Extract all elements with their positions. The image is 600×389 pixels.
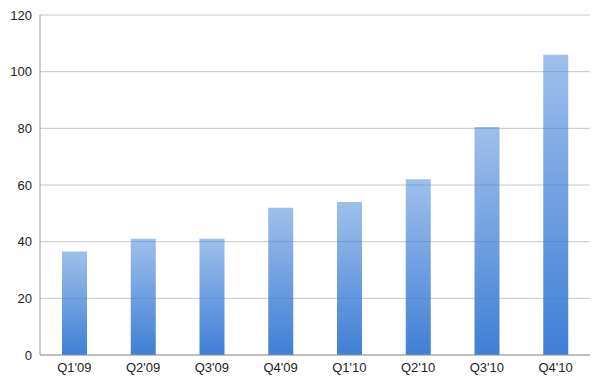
svg-text:Q4'09: Q4'09 (263, 360, 297, 375)
svg-text:80: 80 (18, 121, 32, 136)
svg-text:0: 0 (25, 348, 32, 363)
svg-text:60: 60 (18, 178, 32, 193)
svg-text:Q2'09: Q2'09 (126, 360, 160, 375)
svg-text:20: 20 (18, 291, 32, 306)
svg-text:Q3'09: Q3'09 (195, 360, 229, 375)
svg-text:Q3'10: Q3'10 (470, 360, 504, 375)
svg-text:40: 40 (18, 234, 32, 249)
svg-text:Q4'10: Q4'10 (538, 360, 572, 375)
svg-text:Q1'10: Q1'10 (332, 360, 366, 375)
svg-text:120: 120 (10, 8, 32, 23)
svg-text:Q2'10: Q2'10 (401, 360, 435, 375)
svg-text:Q1'09: Q1'09 (57, 360, 91, 375)
svg-text:100: 100 (10, 64, 32, 79)
